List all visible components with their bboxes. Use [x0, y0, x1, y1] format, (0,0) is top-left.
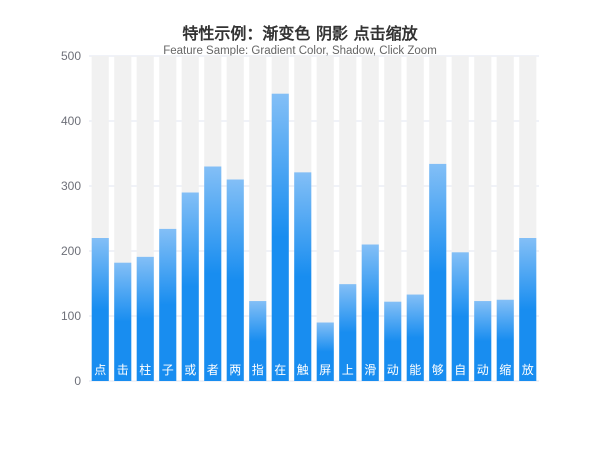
- bar[interactable]: [384, 301, 402, 381]
- y-tick-label: 0: [74, 374, 81, 388]
- category-label: 两: [229, 363, 241, 377]
- category-label: 滑: [364, 363, 376, 377]
- bar[interactable]: [429, 163, 447, 381]
- bar[interactable]: [226, 179, 244, 382]
- category-label: 者: [207, 363, 219, 377]
- category-label: 动: [477, 363, 489, 377]
- category-label: 指: [252, 362, 264, 377]
- bar[interactable]: [159, 228, 177, 381]
- bar[interactable]: [249, 301, 267, 381]
- chart-subtitle: Feature Sample: Gradient Color, Shadow, …: [163, 45, 437, 57]
- category-label: 触: [297, 363, 309, 377]
- bar-shadows: [91, 56, 537, 381]
- category-label: 放: [522, 362, 534, 377]
- category-label: 能: [409, 363, 421, 377]
- bar[interactable]: [91, 238, 109, 381]
- category-label: 够: [432, 363, 444, 377]
- grid-lines: [89, 55, 539, 382]
- bar[interactable]: [316, 322, 334, 382]
- category-label: 子: [162, 363, 174, 377]
- y-tick-label: 100: [61, 309, 81, 323]
- bar[interactable]: [339, 284, 357, 381]
- bar-shadow: [316, 56, 334, 381]
- category-label: 上: [342, 363, 354, 377]
- bar[interactable]: [451, 252, 469, 381]
- bar[interactable]: [136, 256, 154, 381]
- bar[interactable]: [181, 192, 199, 382]
- bar[interactable]: [204, 166, 222, 382]
- bar[interactable]: [361, 244, 379, 382]
- category-label: 或: [184, 363, 196, 377]
- chart-title: 特性示例：渐变色 阴影 点击缩放: [182, 24, 418, 43]
- bar-shadow: [249, 56, 267, 381]
- bars: [91, 93, 537, 382]
- bar[interactable]: [294, 172, 312, 381]
- bar-shadow: [474, 56, 492, 381]
- bar[interactable]: [519, 238, 537, 381]
- bar[interactable]: [271, 93, 289, 381]
- category-label: 击: [117, 363, 129, 377]
- bar[interactable]: [496, 299, 514, 381]
- bar[interactable]: [114, 262, 132, 381]
- y-tick-label: 200: [61, 244, 81, 258]
- category-label: 点: [94, 363, 106, 377]
- category-label: 在: [274, 363, 286, 377]
- category-label: 缩: [499, 362, 511, 377]
- category-label: 自: [454, 363, 466, 377]
- bar[interactable]: [406, 294, 424, 381]
- category-labels: 点击柱子或者两指在触屏上滑动能够自动缩放: [94, 362, 534, 377]
- y-tick-label: 400: [61, 114, 81, 128]
- y-tick-label: 300: [61, 179, 81, 193]
- category-label: 动: [387, 363, 399, 377]
- category-label: 柱: [139, 362, 151, 377]
- category-label: 屏: [319, 363, 331, 377]
- bar[interactable]: [474, 301, 492, 381]
- y-axis-ticks: 0 100 200 300 400 500: [61, 49, 81, 388]
- y-tick-label: 500: [61, 49, 81, 63]
- bar-shadow: [384, 56, 402, 381]
